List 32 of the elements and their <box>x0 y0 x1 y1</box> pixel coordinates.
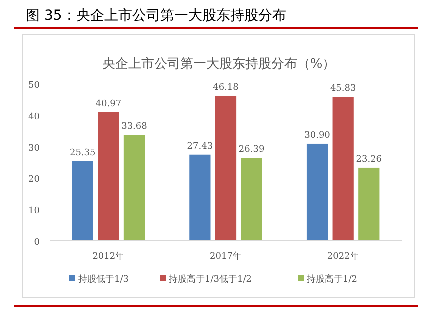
x-tick-label: 2022年 <box>327 251 360 262</box>
bar <box>332 97 354 241</box>
legend-label: 持股高于1/2 <box>307 274 358 285</box>
y-tick-label: 30 <box>28 144 40 154</box>
data-label: 33.68 <box>122 122 148 132</box>
data-label: 45.83 <box>330 84 356 94</box>
x-tick-label: 2017年 <box>210 251 242 262</box>
title: 图 35：央企上市公司第一大股东持股分布 <box>26 8 286 24</box>
y-tick-label: 0 <box>34 238 40 248</box>
bar <box>241 158 262 241</box>
data-label: 26.39 <box>238 145 265 156</box>
bar <box>215 96 237 241</box>
data-label: 23.26 <box>356 154 382 165</box>
bar <box>98 112 120 241</box>
data-label: 25.35 <box>70 148 96 158</box>
legend-label: 持股高于1/3低于1/2 <box>169 274 252 285</box>
y-tick-label: 20 <box>28 175 40 186</box>
data-label: 27.43 <box>187 142 214 152</box>
bar <box>358 168 380 241</box>
y-tick-label: 50 <box>28 81 40 91</box>
data-label: 30.90 <box>304 130 331 141</box>
bar <box>190 154 211 241</box>
legend-label: 持股低于1/3 <box>78 274 130 285</box>
bar <box>124 135 146 241</box>
bar <box>306 144 328 241</box>
data-label: 40.97 <box>96 99 122 110</box>
x-tick-label: 2012年 <box>92 251 125 262</box>
y-tick-label: 10 <box>28 206 40 217</box>
data-label: 46.18 <box>213 82 240 93</box>
bar <box>72 161 94 241</box>
subtitle: 央企上市公司第一大股东持股分布（%） <box>102 57 336 72</box>
y-tick-label: 40 <box>28 112 40 122</box>
